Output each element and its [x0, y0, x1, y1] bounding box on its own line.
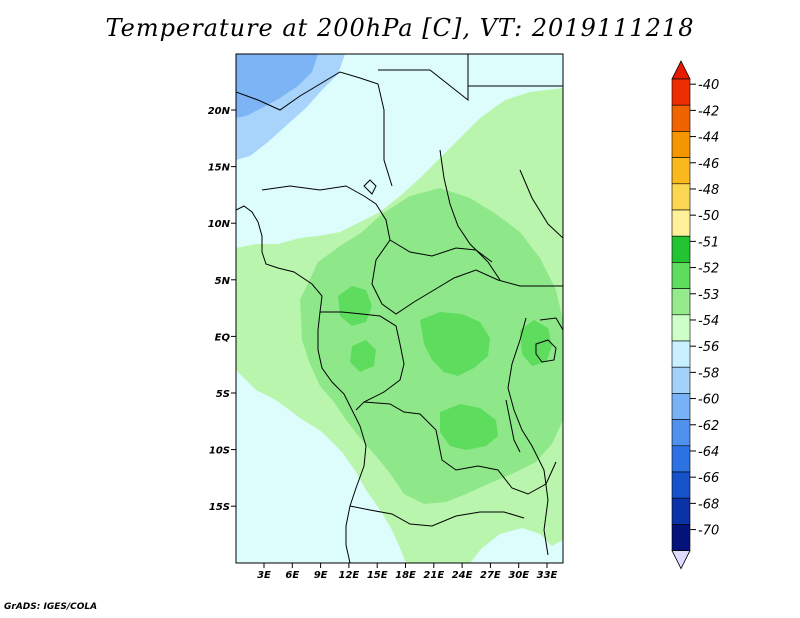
colorbar-bottom-arrow	[671, 550, 691, 570]
lon-label: 33E	[537, 570, 558, 581]
lake-tanganyika	[505, 399, 521, 453]
border-angola-south	[349, 505, 525, 527]
colorbar-label: -62	[698, 419, 719, 434]
grads-credit: GrADS: IGES/COLA	[4, 602, 98, 612]
colorbar: -40 -42 -44 -46 -48 -50 -51 -52 -53 -54 -56 -58 -60 -…	[671, 60, 719, 570]
lon-label: 27E	[480, 570, 501, 581]
colorbar-swatch	[671, 471, 691, 499]
colorbar-label: -50	[698, 209, 719, 224]
lon-label: 30E	[508, 570, 529, 581]
lat-label: 5N	[215, 276, 231, 287]
field-pale-southwest	[236, 370, 406, 563]
lon-label: 12E	[339, 570, 360, 581]
colorbar-label: -40	[698, 78, 719, 93]
colorbar-label: -46	[698, 157, 719, 172]
longitude-axis: 3E 6E 9E 12E 15E 18E 21E 24E 27E 30E 33E	[257, 563, 558, 581]
colorbar-label: -54	[698, 314, 719, 329]
lat-label: 20N	[208, 106, 231, 117]
lake-chad	[363, 179, 377, 195]
lon-label: 3E	[257, 570, 271, 581]
colorbar-label: -51	[698, 235, 719, 250]
border-north-4	[261, 185, 563, 315]
colorbar-swatch	[671, 157, 691, 185]
map-title: Temperature at 200hPa [C], VT: 201911121…	[105, 14, 695, 42]
colorbar-swatch	[671, 104, 691, 132]
border-congo-west	[320, 311, 405, 411]
colorbar-label: -44	[698, 131, 719, 146]
border-drc-south	[363, 401, 557, 495]
lat-label: 10S	[209, 446, 230, 457]
field-green-dark-2	[440, 404, 498, 450]
colorbar-top-arrow	[671, 60, 691, 80]
field-green-dark-1	[420, 312, 490, 376]
colorbar-swatch	[671, 262, 691, 289]
border-north-2	[378, 54, 469, 102]
lon-label: 15E	[367, 570, 388, 581]
lon-label: 24E	[452, 570, 473, 581]
border-east-lakes	[507, 317, 549, 556]
colorbar-label: -66	[698, 471, 719, 486]
field-pale-southeast	[470, 528, 563, 563]
border-sudan-east	[519, 169, 563, 239]
colorbar-swatch	[671, 366, 691, 394]
colorbar-swatch	[671, 314, 691, 342]
border-central-africa	[389, 239, 493, 263]
border-east-2	[539, 317, 563, 331]
colorbar-swatch	[671, 497, 691, 525]
field-blue-mid	[236, 54, 318, 118]
lon-label: 9E	[314, 570, 328, 581]
field-green-dark-5	[350, 340, 376, 372]
field-pale-north	[236, 54, 563, 248]
lat-label: 10N	[208, 219, 231, 230]
colorbar-swatch	[671, 524, 691, 551]
colorbar-label: -60	[698, 393, 719, 408]
plot-frame	[235, 53, 564, 564]
colorbar-swatch	[671, 131, 691, 158]
colorbar-swatch	[671, 445, 691, 473]
colorbar-label: -68	[698, 497, 719, 512]
lat-label: 15N	[208, 163, 231, 174]
lake-victoria	[535, 339, 557, 363]
colorbar-swatch	[671, 393, 691, 420]
colorbar-label: -53	[698, 288, 719, 303]
colorbar-swatch	[671, 209, 691, 237]
coastline-west-africa	[236, 205, 367, 563]
field-green-dark-4	[520, 320, 552, 366]
colorbar-label: -48	[698, 183, 719, 198]
lat-label: 15S	[209, 502, 230, 513]
lat-label: EQ	[215, 332, 231, 343]
coastlines-borders	[236, 54, 563, 563]
colorbar-label: -52	[698, 262, 719, 277]
latitude-axis: 20N 15N 10N 5N EQ 5S 10S 15S	[208, 106, 236, 513]
colorbar-label: -70	[698, 524, 719, 539]
colorbar-label: -58	[698, 366, 719, 381]
field-green-dark-3	[338, 286, 372, 326]
colorbar-swatch	[671, 340, 691, 368]
colorbar-swatch	[671, 419, 691, 447]
temperature-field	[236, 54, 563, 563]
colorbar-label: -64	[698, 445, 719, 460]
colorbar-swatch	[671, 78, 691, 106]
colorbar-swatch	[671, 288, 691, 316]
colorbar-label: -42	[698, 104, 719, 119]
colorbar-swatch	[671, 183, 691, 211]
lat-label: 5S	[216, 389, 230, 400]
border-chad-sudan	[439, 149, 501, 281]
lon-label: 6E	[285, 570, 299, 581]
colorbar-swatch	[671, 235, 691, 263]
lon-label: 18E	[395, 570, 416, 581]
lon-label: 21E	[423, 570, 444, 581]
border-north-1	[236, 71, 393, 187]
colorbar-label: -56	[698, 340, 719, 355]
